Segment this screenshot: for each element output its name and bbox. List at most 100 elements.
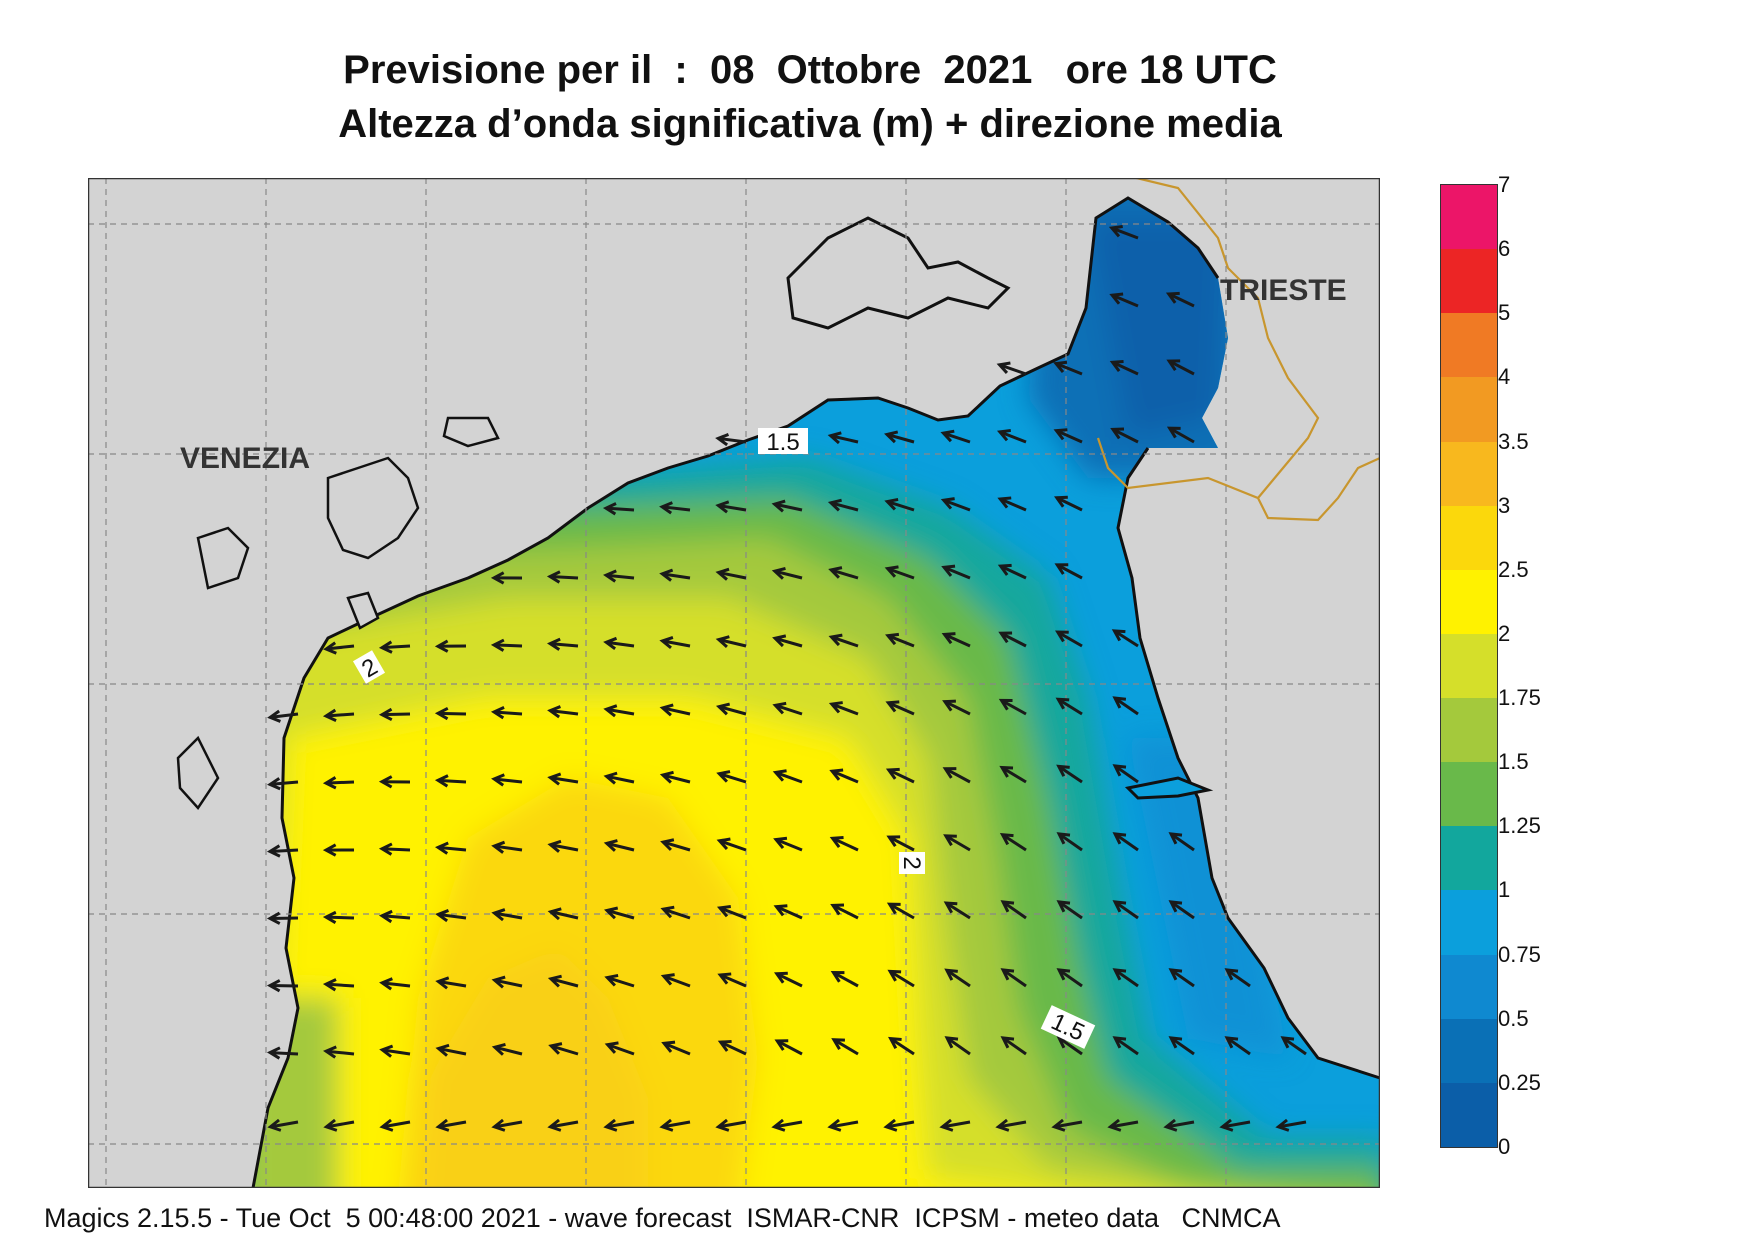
direction-arrow-head bbox=[717, 972, 732, 985]
colorbar-label: 3 bbox=[1498, 492, 1511, 518]
direction-arrow bbox=[1056, 630, 1083, 648]
direction-arrow-head bbox=[1165, 291, 1180, 304]
direction-arrow-head bbox=[1112, 764, 1127, 777]
direction-arrow-head bbox=[378, 775, 393, 789]
direction-arrow-head bbox=[378, 640, 393, 654]
direction-arrow bbox=[1057, 765, 1083, 784]
colorbar-segment bbox=[1441, 698, 1497, 763]
direction-arrow bbox=[662, 840, 691, 852]
direction-arrow-head bbox=[828, 566, 843, 579]
direction-arrow bbox=[998, 1120, 1027, 1129]
direction-arrow-head bbox=[378, 909, 393, 924]
direction-arrow bbox=[1114, 900, 1139, 920]
city-label-venezia: VENEZIA bbox=[180, 442, 310, 475]
direction-arrow bbox=[382, 1120, 411, 1129]
direction-arrow-head bbox=[1112, 696, 1127, 709]
direction-arrow-head bbox=[435, 841, 449, 855]
direction-arrow-head bbox=[435, 1043, 450, 1057]
direction-arrow-head bbox=[1112, 832, 1127, 845]
direction-arrow-head bbox=[603, 636, 618, 650]
direction-arrow-head bbox=[1053, 428, 1068, 441]
direction-arrow-head bbox=[435, 1118, 450, 1132]
direction-arrow bbox=[1226, 968, 1251, 988]
direction-arrow bbox=[886, 500, 915, 512]
direction-arrow bbox=[270, 712, 299, 719]
direction-arrow-head bbox=[659, 501, 673, 515]
direction-arrow bbox=[946, 1036, 971, 1056]
direction-arrow bbox=[1282, 1036, 1307, 1056]
direction-arrow bbox=[1113, 629, 1139, 648]
direction-arrow bbox=[438, 1120, 467, 1129]
colorbar-label: 1.25 bbox=[1498, 813, 1541, 839]
direction-arrow bbox=[889, 1037, 915, 1056]
direction-arrow-head bbox=[266, 777, 281, 791]
direction-arrow bbox=[1054, 1120, 1083, 1129]
direction-arrow bbox=[494, 978, 523, 988]
direction-arrow-head bbox=[886, 902, 901, 915]
direction-arrow bbox=[1114, 764, 1139, 784]
direction-arrow-head bbox=[827, 1118, 842, 1132]
direction-arrow bbox=[719, 839, 747, 852]
direction-arrow-head bbox=[999, 833, 1014, 846]
direction-arrow-head bbox=[1056, 968, 1071, 981]
direction-arrow-head bbox=[1107, 1118, 1122, 1132]
direction-arrow bbox=[1001, 833, 1027, 852]
direction-arrow-head bbox=[715, 567, 730, 581]
direction-arrow bbox=[776, 972, 803, 988]
direction-arrow bbox=[606, 976, 635, 988]
direction-arrow-head bbox=[323, 1118, 338, 1132]
direction-arrow bbox=[269, 1051, 299, 1056]
direction-arrow bbox=[886, 1120, 915, 1129]
direction-arrow bbox=[831, 702, 859, 716]
direction-arrow bbox=[886, 432, 915, 444]
direction-arrow bbox=[662, 1120, 691, 1129]
direction-arrow-head bbox=[943, 901, 958, 914]
direction-arrow bbox=[493, 777, 523, 784]
direction-arrow bbox=[438, 1047, 467, 1056]
direction-arrow bbox=[605, 573, 635, 580]
direction-arrow-head bbox=[490, 638, 505, 652]
direction-arrow-head bbox=[942, 767, 957, 779]
wave-direction-arrows bbox=[266, 225, 1307, 1132]
direction-arrow bbox=[942, 1120, 971, 1129]
direction-arrow-head bbox=[1055, 697, 1070, 710]
colorbar-segment bbox=[1441, 762, 1497, 827]
direction-arrow-head bbox=[1280, 1036, 1295, 1049]
direction-arrow bbox=[830, 1120, 859, 1129]
direction-arrow bbox=[325, 915, 355, 920]
direction-arrow bbox=[1114, 696, 1139, 716]
direction-arrow bbox=[381, 847, 411, 852]
direction-arrow-head bbox=[660, 973, 675, 986]
direction-arrow bbox=[605, 506, 635, 512]
direction-arrow-head bbox=[660, 905, 675, 919]
direction-arrow-head bbox=[602, 502, 617, 516]
direction-arrow-head bbox=[827, 498, 842, 512]
direction-arrow-head bbox=[491, 1118, 506, 1132]
direction-arrow-head bbox=[884, 565, 899, 578]
direction-arrow-head bbox=[1054, 563, 1069, 575]
direction-arrow-head bbox=[1110, 427, 1125, 440]
direction-arrow bbox=[1058, 832, 1083, 852]
direction-arrow-head bbox=[604, 906, 619, 920]
direction-arrow bbox=[887, 701, 915, 716]
direction-arrow bbox=[1112, 428, 1139, 444]
direction-arrow bbox=[888, 768, 915, 784]
direction-arrow bbox=[269, 848, 299, 853]
map-frame bbox=[88, 178, 1380, 1188]
direction-arrow bbox=[999, 497, 1027, 512]
direction-arrow-head bbox=[659, 703, 674, 717]
direction-arrow-head bbox=[323, 641, 337, 655]
direction-arrow bbox=[832, 971, 859, 988]
direction-arrow-head bbox=[883, 1118, 898, 1132]
direction-arrow bbox=[381, 712, 411, 717]
direction-arrow-head bbox=[998, 698, 1013, 711]
direction-arrow bbox=[946, 969, 971, 988]
direction-arrow-head bbox=[940, 497, 955, 510]
direction-arrow bbox=[1111, 226, 1139, 240]
direction-arrow bbox=[832, 904, 859, 920]
direction-arrow-head bbox=[1112, 968, 1127, 981]
direction-arrow-head bbox=[378, 707, 393, 722]
direction-arrow-head bbox=[322, 978, 337, 992]
direction-arrow-head bbox=[940, 429, 955, 443]
direction-arrow bbox=[326, 644, 355, 651]
